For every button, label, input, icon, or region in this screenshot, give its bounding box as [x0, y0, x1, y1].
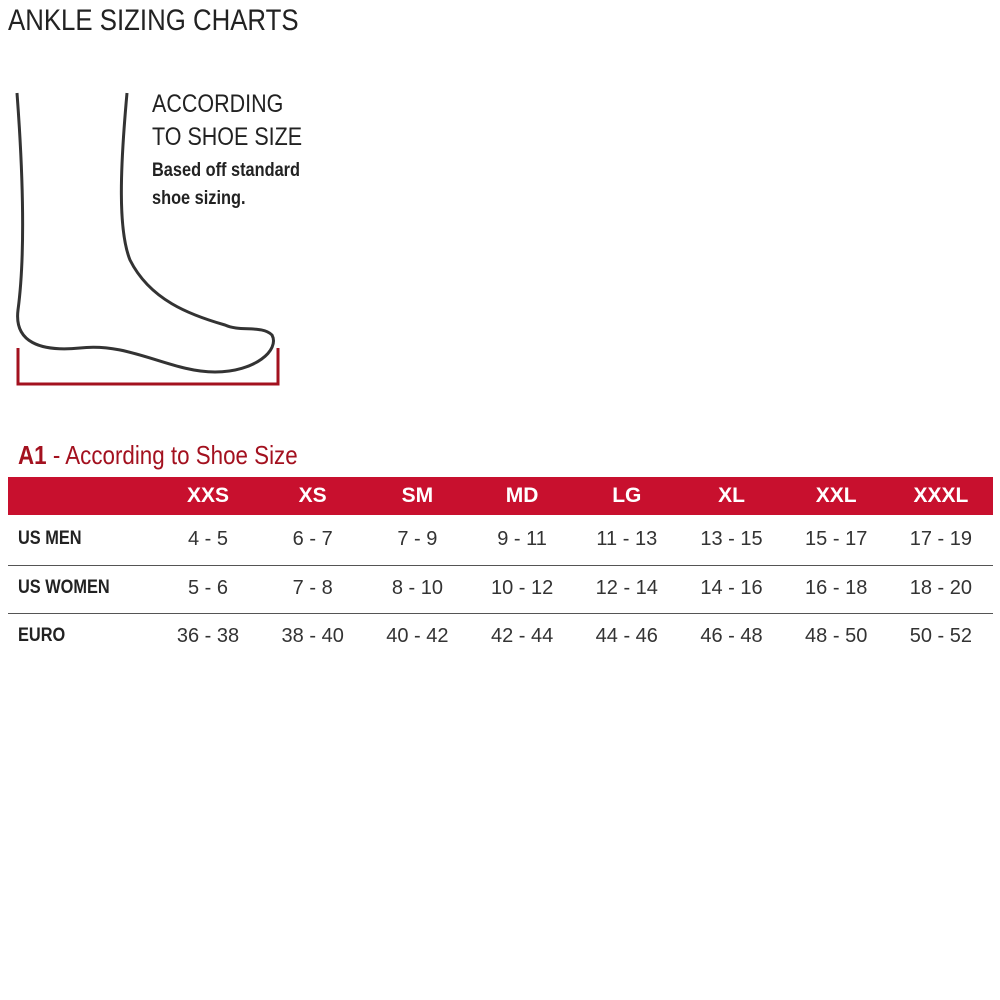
table-id: A1	[18, 440, 47, 470]
description: shoe sizing.	[152, 188, 246, 209]
cell: 12 - 14	[595, 576, 658, 599]
cell: 8 - 10	[391, 576, 443, 599]
cell: 11 - 13	[596, 528, 658, 550]
cell: 13 - 15	[700, 528, 763, 550]
cell: 18 - 20	[909, 576, 973, 599]
column-header: XXL	[815, 484, 857, 507]
column-header: LG	[612, 484, 642, 507]
cell: 36 - 38	[176, 625, 240, 647]
row-label: US WOMEN	[18, 576, 110, 598]
foot-illustration	[15, 92, 280, 386]
cell: 4 - 5	[187, 528, 229, 550]
row-separator	[8, 565, 993, 566]
table-title: A1 - According to Shoe Size	[18, 440, 298, 471]
heading: TO SHOE SIZE	[152, 123, 303, 151]
cell: 7 - 9	[397, 528, 438, 550]
cell: 17 - 19	[909, 528, 973, 550]
cell: 7 - 8	[292, 576, 333, 599]
cell: 46 - 48	[700, 625, 763, 647]
cell: 42 - 44	[490, 625, 554, 647]
column-header: MD	[505, 484, 539, 507]
cell: 6 - 7	[292, 528, 333, 550]
cell: 48 - 50	[805, 625, 868, 647]
row-label: US MEN	[18, 528, 82, 549]
cell: 50 - 52	[909, 625, 973, 647]
column-header: XL	[718, 484, 745, 507]
header-bar	[8, 477, 993, 515]
cell: 38 - 40	[281, 625, 344, 647]
cell: 14 - 16	[700, 576, 763, 599]
cell: 9 - 11	[497, 528, 547, 550]
cell: 44 - 46	[595, 625, 658, 647]
column-header: XS	[298, 484, 327, 507]
heading: ACCORDING	[152, 90, 284, 118]
column-header: SM	[401, 484, 434, 507]
cell: 15 - 17	[805, 528, 868, 550]
table-name: - According to Shoe Size	[52, 440, 298, 470]
row-separator	[8, 613, 993, 614]
cell: 10 - 12	[490, 576, 554, 599]
cell: 5 - 6	[187, 576, 229, 599]
column-header: XXXL	[913, 484, 969, 507]
cell: 16 - 18	[805, 576, 868, 599]
cell: 40 - 42	[386, 625, 449, 647]
title: ANKLE SIZING CHARTS	[8, 4, 299, 37]
column-header: XXS	[186, 484, 230, 507]
row-label: EURO	[18, 625, 66, 646]
description: Based off standard	[152, 160, 301, 181]
